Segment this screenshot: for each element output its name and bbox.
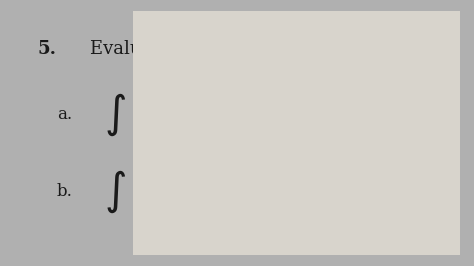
Text: $dx$: $dx$ xyxy=(318,182,342,201)
Text: $\int$: $\int$ xyxy=(104,91,126,138)
Text: b.: b. xyxy=(57,183,73,200)
Text: $dx$: $dx$ xyxy=(303,105,328,123)
Text: $1$: $1$ xyxy=(217,70,228,88)
Text: $x^{3}+3x$: $x^{3}+3x$ xyxy=(199,218,265,238)
Text: $x^{2}(x-1)^{2}$: $x^{2}(x-1)^{2}$ xyxy=(179,141,266,163)
Text: a.: a. xyxy=(57,106,72,123)
Text: 5.: 5. xyxy=(38,40,57,58)
Text: $x^{2}-x+6$: $x^{2}-x+6$ xyxy=(189,145,276,165)
Text: Evaluate using partial fractions:: Evaluate using partial fractions: xyxy=(90,40,385,58)
Text: $\int$: $\int$ xyxy=(104,168,126,215)
